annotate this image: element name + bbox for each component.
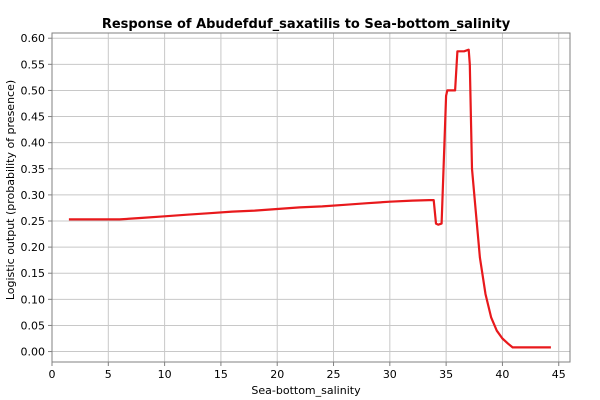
plot-frame	[51, 32, 571, 363]
y-tick-label: 0.50	[21, 84, 46, 97]
x-tick-label: 20	[270, 368, 284, 381]
y-tick-label: 0.25	[21, 215, 46, 228]
y-tick-label: 0.30	[21, 189, 46, 202]
y-tick-label: 0.05	[21, 319, 46, 332]
grid-lines	[51, 33, 570, 362]
y-tick-label: 0.20	[21, 241, 46, 254]
y-tick-label: 0.10	[21, 293, 46, 306]
y-tick-label: 0.35	[21, 163, 46, 176]
x-tick-label: 25	[327, 368, 341, 381]
y-axis-label: Logistic output (probability of presence…	[4, 80, 17, 300]
x-axis-label: Sea-bottom_salinity	[251, 384, 361, 397]
x-axis: 0 5 10 15 20 25 30 35 40 45	[49, 362, 566, 381]
y-tick-label: 0.55	[21, 58, 46, 71]
response-line	[68, 48, 551, 349]
x-tick-label: 15	[214, 368, 228, 381]
y-tick-label: 0.45	[21, 111, 46, 124]
y-tick-label: 0.40	[21, 137, 46, 150]
y-tick-label: 0.15	[21, 267, 46, 280]
x-tick-label: 45	[552, 368, 566, 381]
y-axis: 0.00 0.05 0.10 0.15 0.20 0.25 0.30 0.35 0.40 0.45…	[21, 32, 52, 359]
y-tick-label: 0.00	[21, 346, 46, 359]
x-tick-label: 35	[439, 368, 453, 381]
x-tick-label: 5	[105, 368, 112, 381]
series-layer	[68, 48, 551, 349]
x-tick-label: 40	[495, 368, 509, 381]
chart-title: Response of Abudefduf_saxatilis to Sea-b…	[102, 17, 511, 32]
x-tick-label: 10	[158, 368, 172, 381]
x-tick-label: 30	[383, 368, 397, 381]
x-tick-label: 0	[49, 368, 56, 381]
y-tick-label: 0.60	[21, 32, 46, 45]
